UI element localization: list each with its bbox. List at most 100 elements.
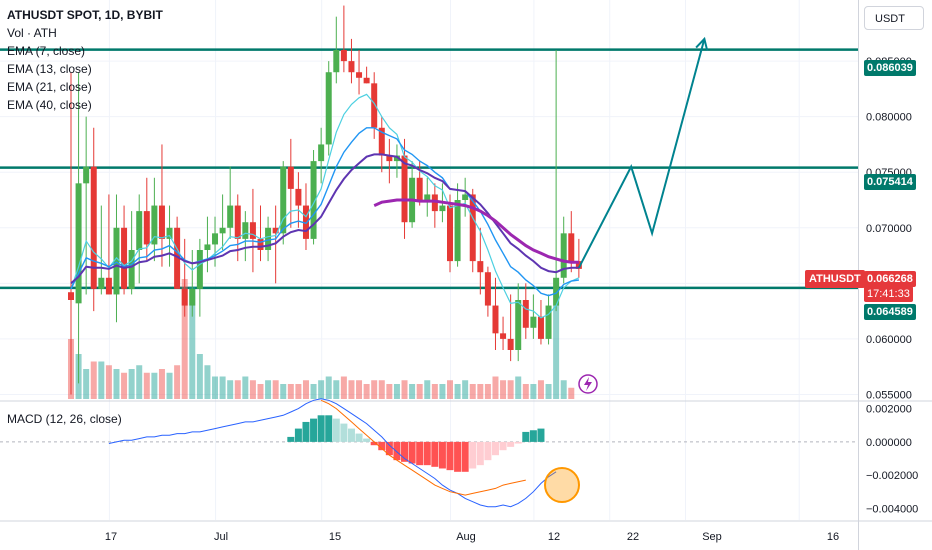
candle-body [515, 300, 522, 350]
candle-body [68, 292, 74, 300]
candle-body [431, 194, 438, 212]
candle [340, 5, 347, 73]
ema13-line [70, 127, 580, 297]
legend-ema7: EMA (7, close) [7, 44, 86, 58]
macd-hist-bar [370, 441, 378, 446]
candle [105, 194, 112, 295]
candle-body [90, 166, 97, 289]
volume-bar [242, 376, 249, 399]
candle-body [363, 77, 370, 84]
candle [393, 144, 400, 178]
lightning-bolt-icon [584, 377, 592, 391]
candle-body [522, 300, 529, 328]
currency-button[interactable]: USDT [864, 6, 924, 30]
candle-body [318, 144, 325, 162]
candle [454, 183, 461, 267]
macd-hist-bar [408, 441, 416, 464]
candle-body [166, 227, 173, 239]
candle-body [265, 227, 272, 250]
macd-hist-bar [529, 430, 537, 442]
candle [363, 66, 370, 84]
volume-bar [310, 384, 317, 399]
candle-body [560, 233, 567, 278]
volume-bar [393, 384, 400, 399]
tag-top-level: 0.086039 [864, 60, 916, 76]
time-tick-label: 15 [329, 531, 341, 543]
volume-bar [174, 365, 181, 399]
candle-body [83, 166, 90, 184]
candle-body [401, 155, 408, 223]
candle-body [356, 72, 363, 78]
candle [265, 216, 272, 262]
macd-line [108, 398, 557, 508]
candle-body [454, 200, 461, 262]
candle [318, 127, 325, 184]
volume-bar [128, 369, 135, 399]
macd-hist-bar [287, 436, 295, 442]
ema7-line [70, 93, 580, 319]
macd-hist-bar [446, 441, 454, 471]
tag-current-symbol: ATHUSDT [805, 270, 865, 288]
volume-bar [560, 380, 567, 399]
macd-hist-bar [325, 415, 333, 442]
volume-bar [189, 286, 196, 399]
projection-arrow [577, 36, 709, 269]
time-axis: 17 Jul 15 Aug 12 22 Sep 16 [105, 531, 839, 543]
candle-body [136, 211, 143, 250]
volume-bar [212, 376, 219, 399]
candle [492, 277, 499, 350]
macd-hist-bar [363, 438, 371, 442]
volume-bar [363, 384, 370, 399]
time-tick-label: 12 [548, 531, 560, 543]
candle [128, 211, 135, 295]
volume-bar [90, 361, 97, 399]
candle [287, 138, 294, 228]
volume-bar [83, 369, 90, 399]
candle-body [75, 183, 82, 304]
candle [227, 166, 234, 239]
candle-body [537, 316, 544, 339]
candle [272, 205, 279, 284]
volume-bar [416, 384, 423, 399]
macd-hist-bar [537, 428, 545, 442]
candle [75, 72, 82, 384]
volume-bar [454, 384, 461, 399]
candle [90, 127, 97, 312]
candle [447, 194, 453, 273]
volume-bar [196, 354, 203, 399]
candle-body [424, 194, 431, 200]
volume-bar [507, 380, 514, 399]
candle-body [219, 227, 226, 234]
volume-bar [545, 384, 552, 399]
volume-bar [105, 365, 112, 399]
time-tick-label: Jul [214, 531, 228, 543]
volume-bar [265, 380, 272, 399]
candle-body [158, 205, 165, 239]
candle [249, 188, 256, 273]
volume-bar [424, 380, 431, 399]
macd-tick-label: −0.004000 [866, 503, 918, 515]
candle [333, 16, 340, 84]
macd-hist-bar [431, 441, 439, 467]
volume-bar [447, 380, 453, 399]
candle-body [575, 261, 582, 269]
candle [424, 177, 431, 217]
candle-body [302, 205, 309, 239]
candle [151, 177, 158, 262]
macd-hist-bar [476, 441, 484, 466]
candle-body [333, 50, 340, 73]
time-tick-label: 22 [627, 531, 639, 543]
macd-hist-bar [499, 441, 507, 451]
price-tick-label: 0.060000 [866, 334, 912, 346]
candle [409, 161, 416, 228]
candle-body [348, 61, 355, 73]
candle-body [143, 211, 150, 245]
time-tick-label: 16 [827, 531, 839, 543]
candle [507, 294, 514, 362]
volume-bar [477, 384, 484, 399]
volume-bar [249, 380, 256, 399]
macd-tick-label: 0.000000 [866, 437, 912, 449]
candle [295, 172, 302, 228]
volume-bar [318, 380, 325, 399]
